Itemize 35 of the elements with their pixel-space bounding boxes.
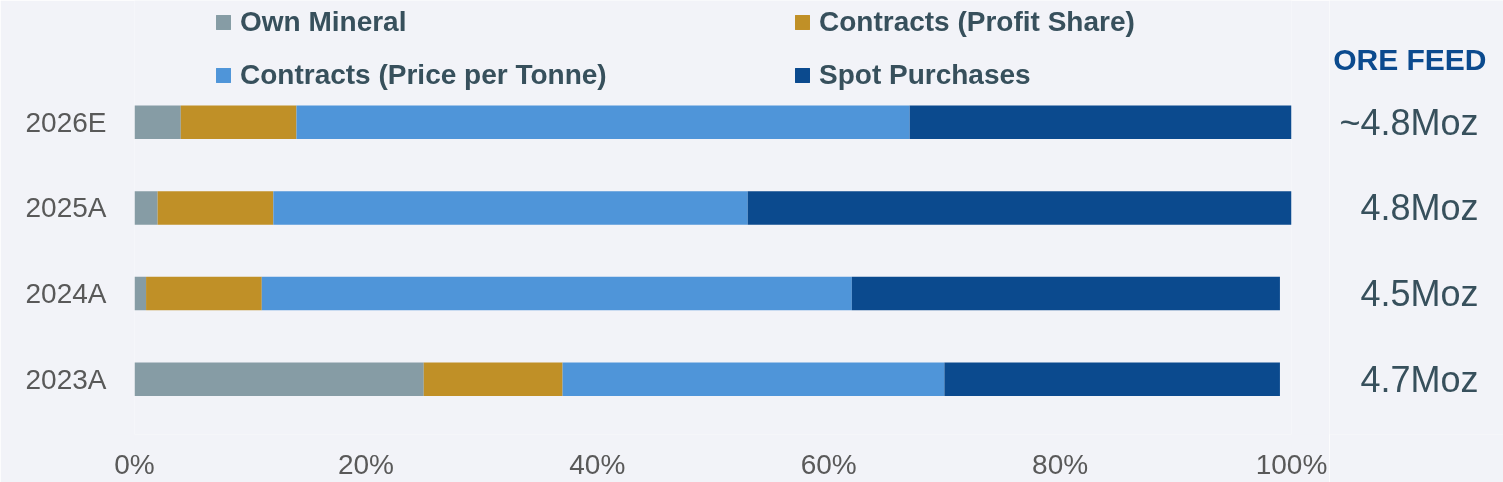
legend-label: Contracts (Price per Tonne) [240, 59, 608, 91]
bar [747, 191, 1292, 225]
bar [562, 362, 945, 397]
text: 4.5Moz [1360, 273, 1479, 315]
x-tick-label: 80% [1032, 448, 1089, 480]
legend-label: Contracts (Profit Share) [819, 6, 1136, 38]
text: ~4.8Moz [1339, 101, 1479, 143]
y-tick-label: 2026E [25, 106, 107, 138]
text: ORE FEED [1333, 43, 1487, 77]
bar [273, 191, 748, 225]
x-tick-label: 100% [1255, 448, 1328, 480]
x-tick-label: 0% [114, 448, 155, 480]
bar [423, 362, 563, 397]
y-tick-label: 2025A [25, 192, 107, 224]
y-tick-label: 2023A [25, 363, 107, 395]
x-tick-label: 20% [337, 448, 394, 480]
bar [851, 276, 1280, 311]
bar [134, 191, 158, 225]
bar [146, 276, 262, 311]
x-tick-label: 60% [800, 448, 857, 480]
legend-label: Spot Purchases [819, 59, 1031, 90]
bar [134, 362, 424, 397]
bar [157, 191, 274, 225]
y-tick-label: 2024A [25, 278, 107, 310]
bar [261, 276, 852, 311]
text: 4.7Moz [1360, 358, 1479, 400]
bar [134, 276, 147, 311]
text: 4.8Moz [1360, 187, 1479, 229]
bar [296, 105, 910, 139]
bar [134, 105, 181, 139]
bar [180, 105, 297, 139]
bar [909, 105, 1292, 139]
bar [944, 362, 1280, 397]
legend-label: Own Mineral [240, 6, 408, 38]
x-tick-label: 40% [569, 448, 626, 480]
